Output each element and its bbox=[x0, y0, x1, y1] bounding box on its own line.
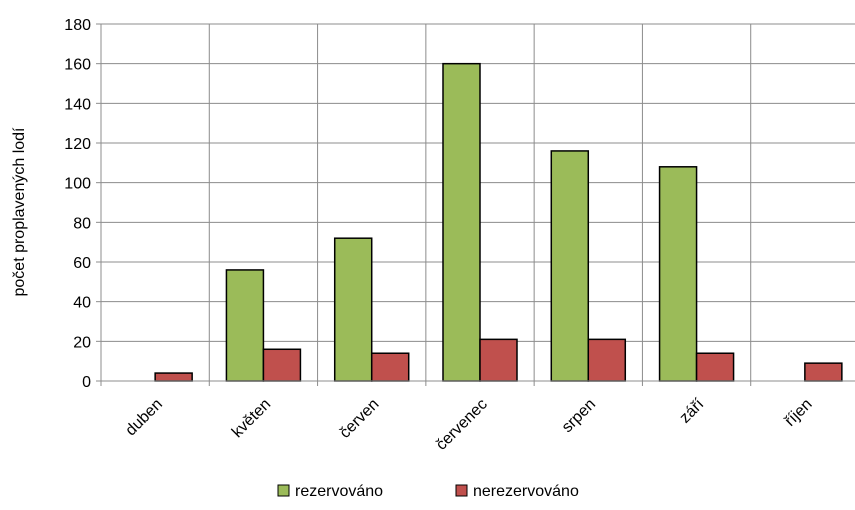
legend-swatch-nerezervováno bbox=[455, 484, 468, 497]
y-tick-label: 160 bbox=[64, 57, 91, 74]
y-tick-label: 40 bbox=[73, 295, 91, 312]
x-tick-label: duben bbox=[122, 396, 165, 439]
legend-label-nerezervováno: nerezervováno bbox=[473, 483, 579, 500]
bars-layer bbox=[154, 62, 843, 382]
y-tick-label: 180 bbox=[64, 17, 91, 34]
legend: rezervováno nerezervováno bbox=[277, 483, 579, 500]
bar-rezervováno-květen bbox=[225, 269, 265, 382]
bar-rezervováno-červenec bbox=[442, 62, 481, 382]
x-tick-label: červenec bbox=[433, 396, 491, 454]
legend-swatch-rezervováno bbox=[277, 484, 290, 497]
bar-nerezervováno-květen bbox=[262, 348, 302, 382]
x-tick-label: červen bbox=[337, 396, 383, 442]
x-tick-label: srpen bbox=[559, 396, 599, 436]
y-tick-label: 100 bbox=[64, 176, 91, 193]
bar-rezervováno-září bbox=[658, 166, 698, 382]
bar-nerezervováno-duben bbox=[154, 372, 193, 382]
y-tick-label: 0 bbox=[82, 374, 91, 391]
y-axis-title: počet proplavených lodí bbox=[11, 127, 28, 297]
y-tick-label: 140 bbox=[64, 96, 91, 113]
bar-nerezervováno-červen bbox=[370, 352, 410, 382]
x-tick-label: říjen bbox=[782, 396, 816, 430]
y-tick-label: 20 bbox=[73, 334, 91, 351]
bar-nerezervováno-říjen bbox=[804, 362, 843, 382]
bar-nerezervováno-červenec bbox=[479, 338, 518, 382]
x-tick-label: květen bbox=[229, 396, 274, 441]
y-tick-label: 80 bbox=[73, 215, 91, 232]
bar-rezervováno-červen bbox=[333, 237, 373, 382]
y-tick-label: 120 bbox=[64, 136, 91, 153]
bar-nerezervováno-srpen bbox=[587, 338, 627, 382]
bar-rezervováno-srpen bbox=[550, 150, 590, 382]
legend-label-rezervováno: rezervováno bbox=[295, 483, 383, 500]
y-tick-label: 60 bbox=[73, 255, 91, 272]
x-tick-label: září bbox=[677, 395, 708, 426]
bar-nerezervováno-září bbox=[695, 352, 735, 382]
